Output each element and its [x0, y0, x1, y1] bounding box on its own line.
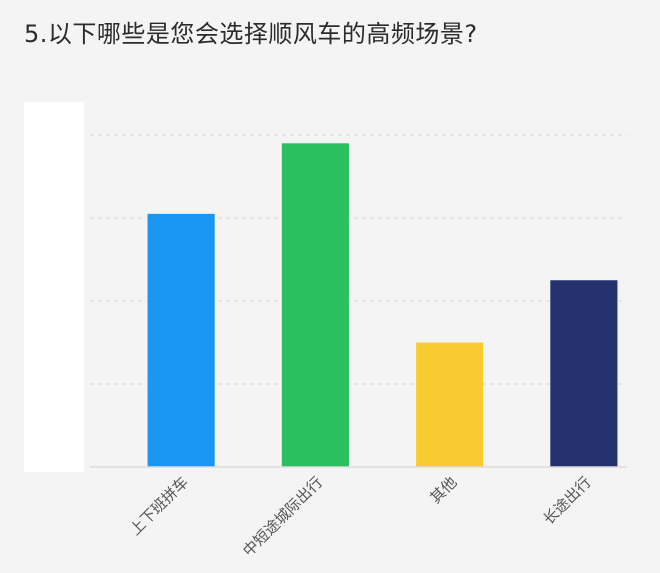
- bar-layer: [147, 143, 618, 468]
- label-layer: 上下班拼车 中短途城际出行 其他 长途出行: [126, 473, 595, 560]
- x-tick-label-2: 其他: [427, 473, 461, 507]
- bar-0: [147, 213, 215, 467]
- x-tick-label-0: 上下班拼车: [126, 473, 192, 539]
- bar-2: [416, 342, 484, 467]
- bar-1: [281, 143, 349, 468]
- bar-3: [550, 280, 618, 467]
- chart-title: 5.以下哪些是您会选择顺风车的高频场景?: [24, 20, 478, 48]
- x-tick-label-3: 长途出行: [540, 473, 595, 528]
- axis-panel: [24, 102, 84, 472]
- x-tick-label-1: 中短途城际出行: [239, 473, 326, 560]
